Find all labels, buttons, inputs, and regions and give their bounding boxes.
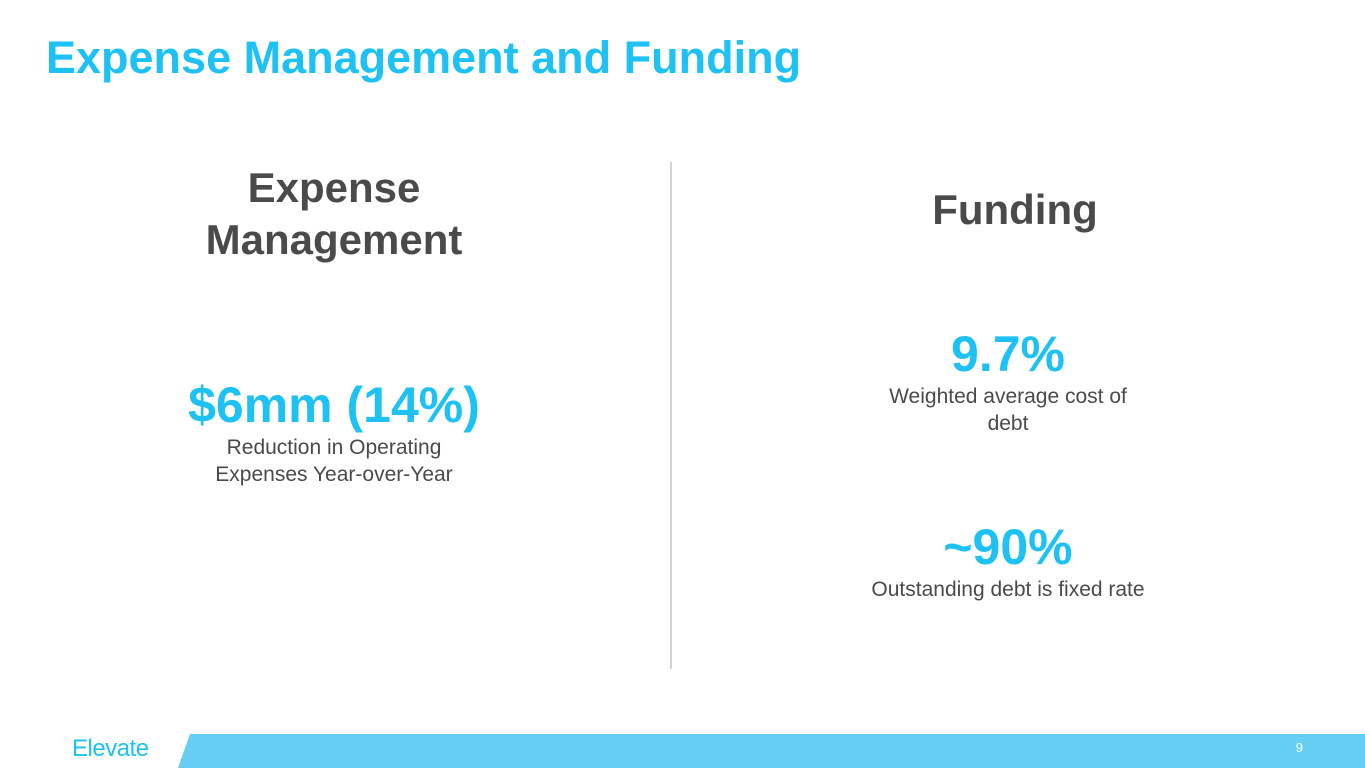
page-number: 9 xyxy=(1295,740,1303,755)
fixed-rate-debt-value: ~90% xyxy=(943,519,1073,575)
expense-management-heading: Expense Management xyxy=(205,164,463,263)
cost-of-debt-description: Weighted average cost of debt xyxy=(889,385,1127,435)
cost-of-debt-value: 9.7% xyxy=(951,326,1065,382)
fixed-rate-debt-description: Outstanding debt is fixed rate xyxy=(871,578,1145,601)
expense-reduction-description: Reduction in Operating Expenses Year-ove… xyxy=(215,436,453,486)
column-divider xyxy=(670,162,672,669)
footer-bar-shape xyxy=(178,734,1365,768)
funding-heading: Funding xyxy=(932,186,1098,233)
expense-reduction-metric: $6mm (14%) Reduction in Operating Expens… xyxy=(134,376,534,488)
footer-bar xyxy=(0,734,1365,768)
fixed-rate-debt-metric: ~90% Outstanding debt is fixed rate xyxy=(808,518,1208,603)
cost-of-debt-metric: 9.7% Weighted average cost of debt xyxy=(808,325,1208,437)
expense-reduction-value: $6mm (14%) xyxy=(188,377,480,433)
elevate-logo: Elevate xyxy=(72,735,149,762)
slide-title: Expense Management and Funding xyxy=(46,32,802,83)
